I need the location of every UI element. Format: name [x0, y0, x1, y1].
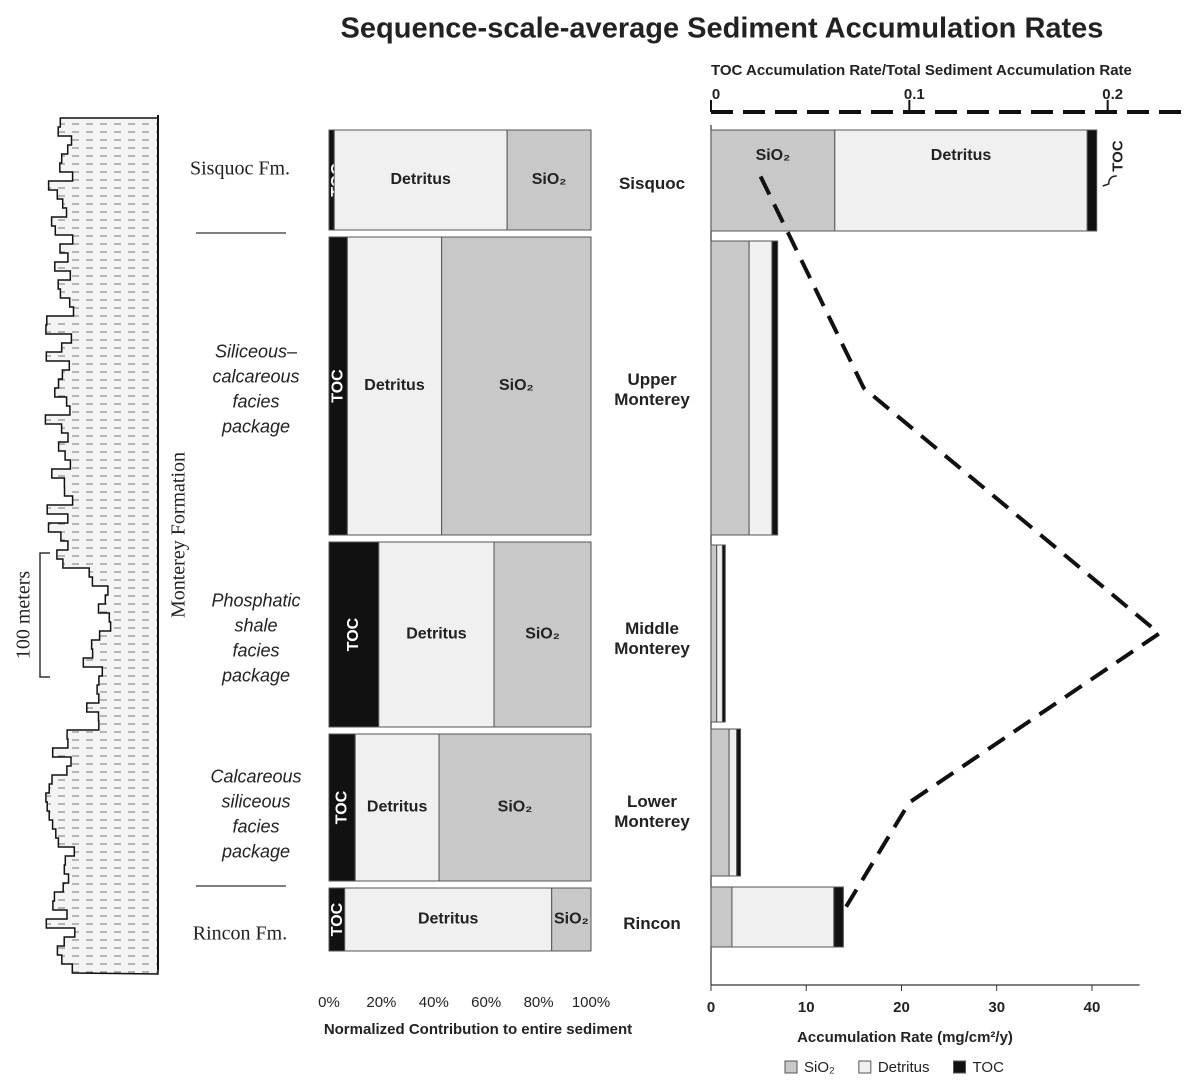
segment-label: SiO₂	[756, 147, 791, 164]
bar-segment	[721, 544, 726, 723]
segment-label: Detritus	[931, 147, 992, 164]
bar-segment	[716, 544, 723, 723]
unit-label: Rincon Fm.	[193, 923, 287, 945]
bar-segment	[551, 887, 592, 952]
legend-swatch	[858, 1060, 872, 1074]
bar-segment	[748, 240, 773, 536]
segment-label: SiO₂	[498, 799, 533, 816]
x-tick-label: 0%	[318, 994, 340, 1011]
category-label: Lower Monterey	[614, 791, 690, 831]
unit-label: package	[221, 841, 290, 861]
x-tick-label: 20	[893, 999, 910, 1016]
segment-label: TOC	[329, 902, 346, 936]
unit-label: facies	[232, 640, 279, 660]
bar-segment	[710, 728, 730, 877]
unit-label: Sisquoc Fm.	[190, 158, 290, 180]
ratio-line	[758, 175, 1163, 919]
x-tick-label: 60%	[471, 994, 501, 1011]
segment-label: SiO₂	[525, 626, 560, 643]
segment-label: Detritus	[364, 377, 425, 394]
x2-tick-label: 0	[712, 86, 720, 103]
x-tick-label: 20%	[366, 994, 396, 1011]
unit-label: Siliceous–	[215, 341, 298, 361]
legend-swatch	[953, 1060, 967, 1074]
formation-label: Monterey Formation	[168, 452, 190, 618]
segment-label: Detritus	[390, 171, 451, 188]
unit-label: facies	[232, 816, 279, 836]
bar-segment	[378, 541, 495, 728]
bar-segment	[710, 886, 733, 948]
x-axis-label: Accumulation Rate (mg/cm²/y)	[797, 1029, 1013, 1046]
unit-label: shale	[234, 615, 277, 635]
segment-label: SiO₂	[499, 377, 534, 394]
legend-label: Detritus	[878, 1059, 930, 1076]
x-tick-label: 40%	[419, 994, 449, 1011]
bar-segment	[438, 733, 592, 882]
bar-segment	[710, 544, 718, 723]
scale-label: 100 meters	[13, 571, 35, 660]
unit-label: Calcareous	[210, 766, 301, 786]
bar-segment	[441, 236, 592, 536]
bar-segment	[333, 129, 508, 231]
unit-label: facies	[232, 391, 279, 411]
bar-segment	[493, 541, 592, 728]
segment-label: Detritus	[418, 911, 479, 928]
bar-segment	[731, 886, 835, 948]
unit-label: package	[221, 416, 290, 436]
category-label: Middle Monterey	[614, 618, 690, 658]
bar-segment	[710, 129, 836, 232]
bar-segment	[736, 728, 742, 877]
x-tick-label: 100%	[572, 994, 610, 1011]
bar-segment	[328, 541, 380, 728]
unit-label: calcareous	[212, 366, 299, 386]
x-tick-label: 40	[1084, 999, 1101, 1016]
unit-label: Phosphatic	[211, 590, 300, 610]
x2-tick-label: 0.2	[1102, 86, 1123, 103]
bar-segment	[328, 733, 356, 882]
segment-label: TOC	[333, 790, 350, 824]
bar-segment	[1086, 129, 1098, 232]
segment-label: TOC	[345, 617, 362, 651]
segment-label: SiO₂	[532, 171, 567, 188]
category-label: Rincon	[623, 913, 681, 933]
x-axis-label: Normalized Contribution to entire sedime…	[324, 1021, 632, 1038]
bar-segment	[710, 240, 750, 536]
unit-label: siliceous	[221, 791, 290, 811]
bar-segment	[771, 240, 779, 536]
segment-label: SiO₂	[554, 911, 589, 928]
x-tick-label: 0	[707, 999, 715, 1016]
bar-segment	[346, 236, 443, 536]
x-tick-label: 30	[988, 999, 1005, 1016]
x2-axis-label: TOC Accumulation Rate/Total Sediment Acc…	[711, 62, 1132, 79]
category-label: Upper Monterey	[614, 370, 690, 409]
figure-title: Sequence-scale-average Sediment Accumula…	[341, 13, 1104, 45]
bar-segment	[728, 728, 738, 877]
segment-label: Detritus	[367, 799, 428, 816]
legend-label: SiO₂	[804, 1059, 835, 1076]
legend-swatch	[784, 1060, 798, 1074]
scale-bracket	[39, 552, 50, 678]
unit-label: package	[221, 665, 290, 685]
bar-segment	[344, 887, 553, 952]
segment-label: TOC	[1110, 140, 1127, 172]
bar-segment	[506, 129, 592, 231]
bar-segment	[834, 129, 1088, 232]
bar-segment	[833, 886, 844, 948]
x-tick-label: 80%	[524, 994, 554, 1011]
legend-label: TOC	[973, 1059, 1005, 1076]
category-label: Sisquoc	[618, 174, 686, 193]
lithology-column	[44, 117, 159, 975]
x2-tick-label: 0.1	[904, 86, 925, 103]
bar-segment	[354, 733, 440, 882]
segment-label: Detritus	[406, 626, 467, 643]
segment-label: TOC	[329, 369, 346, 403]
x-tick-label: 10	[798, 999, 815, 1016]
label-leader	[1102, 175, 1117, 187]
